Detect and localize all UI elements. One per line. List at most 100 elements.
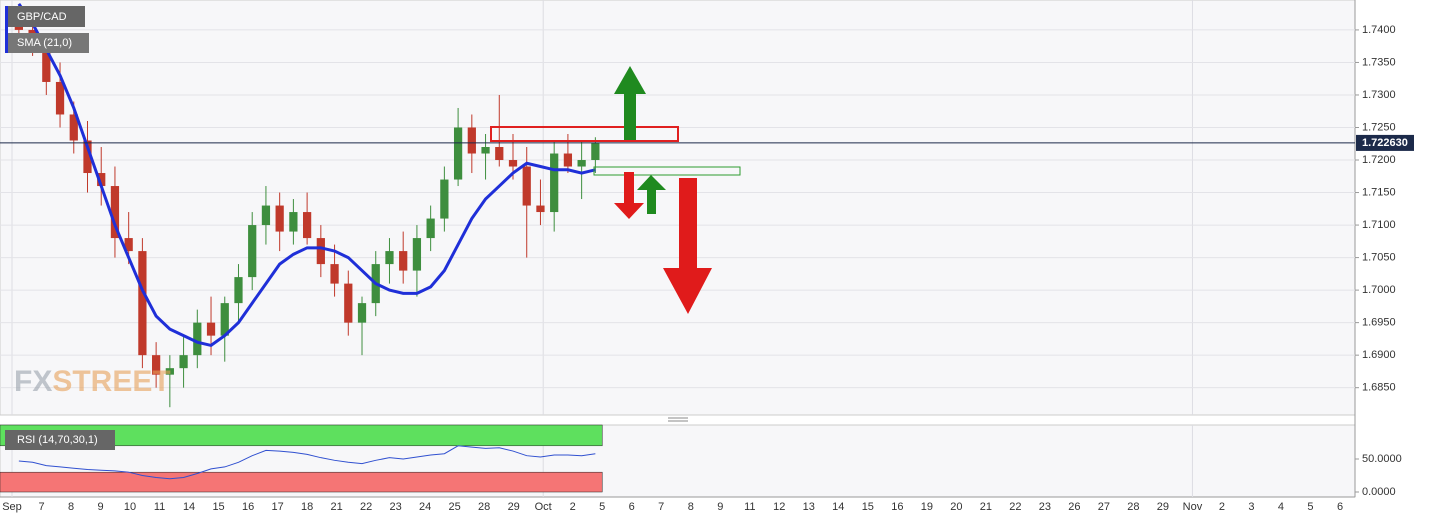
candle-body bbox=[275, 205, 284, 232]
x-tick-label: 28 bbox=[1127, 501, 1139, 513]
rsi-label: RSI (14,70,30,1) bbox=[17, 434, 98, 446]
x-tick-label: 15 bbox=[212, 501, 224, 513]
candle-body bbox=[536, 205, 545, 213]
candle-body bbox=[357, 303, 367, 323]
x-tick-label: 21 bbox=[980, 501, 992, 513]
x-tick-label: 14 bbox=[832, 501, 844, 513]
up-arrow bbox=[637, 175, 666, 214]
y-tick-label: 1.7000 bbox=[1362, 284, 1396, 296]
x-tick-label: 20 bbox=[950, 501, 962, 513]
resistance-box bbox=[490, 126, 679, 142]
x-tick-label: 29 bbox=[1157, 501, 1169, 513]
candle-body bbox=[495, 147, 504, 161]
watermark-street: STREET bbox=[52, 365, 170, 398]
overbought-band bbox=[0, 424, 603, 447]
symbol-label: GBP/CAD bbox=[17, 11, 67, 23]
candle-body bbox=[110, 186, 120, 239]
x-tick-label: 12 bbox=[773, 501, 785, 513]
candle-body bbox=[42, 49, 51, 82]
candle-body bbox=[83, 140, 92, 174]
x-tick-label: 13 bbox=[803, 501, 815, 513]
watermark: FXSTREET bbox=[14, 365, 171, 398]
x-tick-label: 28 bbox=[478, 501, 490, 513]
candle-body bbox=[550, 153, 559, 213]
rsi-line bbox=[18, 445, 596, 480]
oversold-band bbox=[0, 471, 603, 493]
x-tick-label: 23 bbox=[1039, 501, 1051, 513]
x-tick-label: 7 bbox=[658, 501, 664, 513]
candle-body bbox=[453, 127, 463, 180]
y-tick-label: 1.7050 bbox=[1362, 251, 1396, 263]
y-tick-label: 1.7200 bbox=[1362, 154, 1396, 166]
x-tick-label: 3 bbox=[1248, 501, 1254, 513]
x-tick-label: 8 bbox=[68, 501, 74, 513]
x-tick-label: 27 bbox=[1098, 501, 1110, 513]
candle-body bbox=[522, 166, 531, 206]
x-tick-label: 11 bbox=[154, 501, 165, 513]
candle-body bbox=[330, 264, 339, 284]
x-tick-label: 10 bbox=[124, 501, 136, 513]
x-tick-label: 5 bbox=[599, 501, 605, 513]
sma-label-box bbox=[5, 33, 89, 53]
down-arrow bbox=[663, 178, 712, 314]
last-price-box bbox=[1356, 134, 1414, 151]
x-tick-label: 22 bbox=[1009, 501, 1021, 513]
x-tick-label: 22 bbox=[360, 501, 372, 513]
y-tick-label: 1.7250 bbox=[1362, 121, 1396, 133]
x-tick-label: 26 bbox=[1068, 501, 1080, 513]
x-tick-label: 25 bbox=[449, 501, 461, 513]
x-tick-label: 19 bbox=[921, 501, 933, 513]
price-panel bbox=[0, 0, 1356, 416]
sma-label: SMA (21,0) bbox=[17, 37, 72, 49]
x-tick-label: Sep bbox=[2, 501, 22, 513]
x-tick-label: 11 bbox=[744, 501, 755, 513]
x-tick-label: 14 bbox=[183, 501, 195, 513]
x-tick-label: 5 bbox=[1307, 501, 1313, 513]
y-tick-label: 1.7100 bbox=[1362, 219, 1396, 231]
x-tick-label: 9 bbox=[717, 501, 723, 513]
candle-body bbox=[591, 143, 600, 161]
y-tick-label: 1.7400 bbox=[1362, 24, 1396, 36]
x-tick-label: 18 bbox=[301, 501, 313, 513]
candle-body bbox=[563, 153, 573, 167]
candle-body bbox=[508, 160, 518, 167]
x-tick-label: 2 bbox=[570, 501, 576, 513]
x-tick-label: 4 bbox=[1278, 501, 1284, 513]
watermark-fx: FX bbox=[14, 365, 52, 398]
y-tick-label: 0.0000 bbox=[1362, 486, 1396, 498]
candle-body bbox=[248, 225, 257, 278]
x-tick-label: 9 bbox=[97, 501, 103, 513]
y-tick-label: 1.6850 bbox=[1362, 382, 1396, 394]
last-price-label: 1.722630 bbox=[1362, 137, 1408, 149]
candle-body bbox=[124, 238, 133, 252]
symbol-label-box bbox=[5, 6, 85, 27]
candle-body bbox=[69, 114, 78, 141]
panel-handle[interactable] bbox=[668, 417, 688, 422]
x-tick-label: 16 bbox=[891, 501, 903, 513]
x-tick-label: 8 bbox=[688, 501, 694, 513]
x-tick-label: Nov bbox=[1183, 501, 1203, 513]
x-tick-label: 29 bbox=[508, 501, 520, 513]
candle-body bbox=[385, 251, 394, 265]
x-tick-label: 15 bbox=[862, 501, 874, 513]
candle-body bbox=[316, 238, 325, 265]
x-tick-label: 16 bbox=[242, 501, 254, 513]
candle-body bbox=[206, 322, 216, 336]
candle-body bbox=[399, 251, 408, 271]
candle-body bbox=[261, 205, 271, 226]
y-tick-label: 50.0000 bbox=[1362, 453, 1402, 465]
x-tick-label: 17 bbox=[271, 501, 283, 513]
x-tick-label: 21 bbox=[330, 501, 342, 513]
candle-body bbox=[412, 238, 422, 271]
support-box bbox=[593, 166, 741, 176]
y-tick-label: 1.7300 bbox=[1362, 89, 1396, 101]
x-tick-label: 23 bbox=[390, 501, 402, 513]
candle-body bbox=[302, 212, 312, 239]
candle-body bbox=[577, 160, 586, 167]
x-tick-label: 2 bbox=[1219, 501, 1225, 513]
y-tick-label: 1.6950 bbox=[1362, 317, 1396, 329]
sma-line bbox=[17, 3, 596, 348]
y-tick-label: 1.6900 bbox=[1362, 349, 1396, 361]
candle-body bbox=[220, 303, 229, 336]
